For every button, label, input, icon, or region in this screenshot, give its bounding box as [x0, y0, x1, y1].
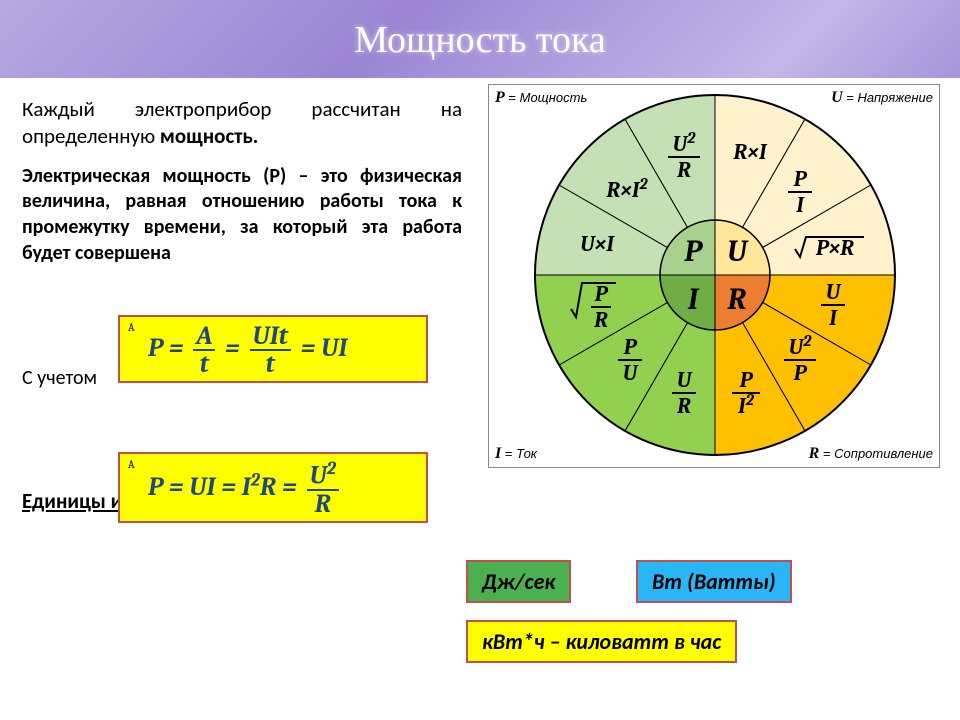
svg-text:R×I: R×I	[732, 139, 768, 165]
svg-text:P: P	[623, 334, 638, 360]
svg-text:P: P	[683, 234, 703, 269]
unit-watt: Вт (Ватты)	[636, 560, 792, 603]
formula-box-main: A P = At = UItt = UI	[118, 315, 428, 383]
svg-text:R: R	[676, 393, 691, 419]
paragraph-definition: Электрическая мощность (P) – это физичес…	[22, 164, 462, 266]
page-title: Мощность тока	[0, 0, 960, 70]
svg-text:U: U	[826, 279, 842, 305]
svg-text:R: R	[727, 282, 747, 317]
svg-text:P×R: P×R	[815, 235, 854, 261]
svg-text:U: U	[677, 367, 693, 393]
svg-text:U: U	[727, 234, 749, 269]
formula-marker: A	[128, 321, 135, 334]
corner-I: I = Ток	[495, 445, 537, 463]
svg-text:I: I	[687, 282, 700, 317]
svg-text:P: P	[594, 281, 609, 307]
svg-text:R: R	[676, 157, 691, 183]
formula-box-ohm: A P = UI = I2R = U2R	[118, 452, 428, 523]
wheel-svg: P U I R U×I R×I2 U2 R R×I P I P×R	[533, 93, 897, 457]
svg-text:U×I: U×I	[580, 231, 615, 257]
svg-text:R: R	[593, 307, 608, 333]
svg-text:I: I	[828, 305, 838, 331]
svg-text:P: P	[739, 367, 754, 393]
svg-text:P: P	[793, 166, 808, 192]
svg-text:P: P	[793, 360, 808, 386]
unit-kwh: кВт*ч – киловатт в час	[466, 620, 737, 663]
formula-1: P = At = UItt = UI	[148, 333, 347, 363]
para1-bold: мощность.	[160, 123, 259, 149]
paragraph-intro: Каждый электроприбор рассчитан на опреде…	[22, 96, 462, 150]
formula-2: P = UI = I2R = U2R	[148, 472, 343, 502]
formula-wheel: P = Мощность U = Напряжение I = Ток R = …	[488, 84, 940, 468]
formula-marker-2: A	[128, 458, 135, 471]
svg-text:U: U	[623, 360, 639, 386]
unit-joule-sec: Дж/сек	[466, 560, 571, 603]
svg-text:I: I	[795, 192, 805, 218]
